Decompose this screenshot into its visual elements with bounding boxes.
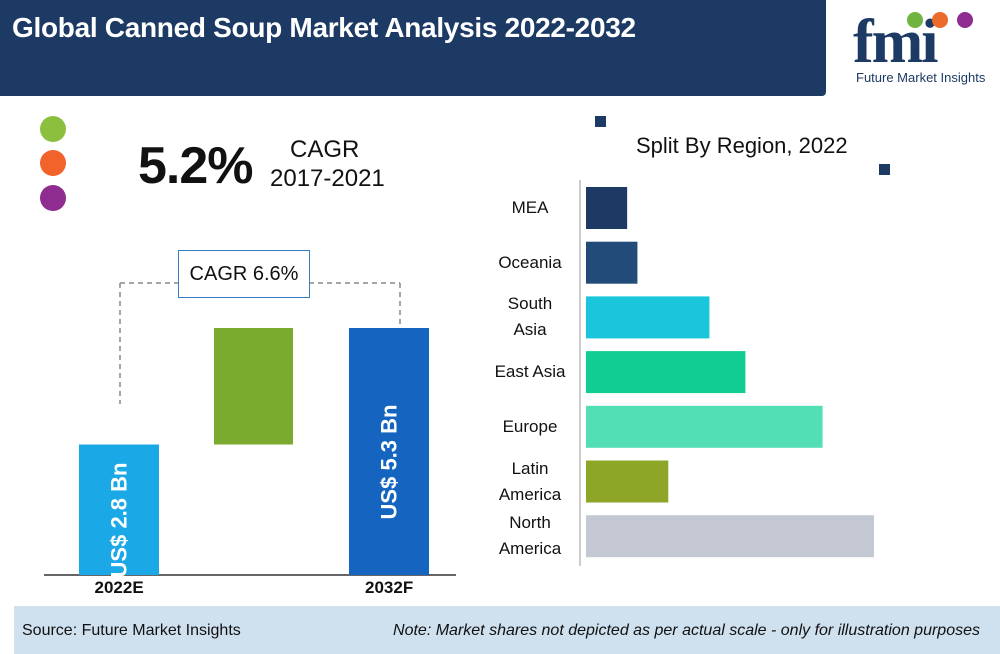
- region-label-line: MEA: [511, 198, 549, 217]
- bar-2022E: [79, 444, 159, 575]
- region-label-line: Asia: [513, 320, 547, 340]
- region-split-chart: [579, 116, 890, 566]
- region-label-line: East Asia: [494, 362, 566, 382]
- region-chart-title: Split By Region, 2022: [636, 133, 848, 158]
- note-text: Note: Market shares not depicted as per …: [393, 622, 980, 639]
- cagr-label: CAGR: [290, 136, 360, 163]
- region-label-line: Latin: [511, 458, 549, 478]
- growth-increment-bar: [214, 328, 293, 445]
- region-label: North America: [490, 510, 570, 562]
- marker-square: [595, 116, 606, 127]
- year-label: 2032F: [365, 578, 414, 597]
- marker-square: [879, 164, 890, 175]
- region-label: Oceania: [490, 250, 570, 276]
- logo-dot-orange: [932, 12, 948, 28]
- cagr-growth-box: CAGR 6.6%: [178, 250, 310, 298]
- region-label: Latin America: [490, 456, 570, 508]
- year-label: 2022E: [94, 578, 144, 597]
- cagr-period: 2017-2021: [270, 165, 385, 192]
- source-text: Source: Future Market Insights: [22, 622, 241, 639]
- region-label: MEA: [490, 195, 570, 221]
- region-label-line: America: [498, 539, 562, 559]
- region-bar-latin-america: [586, 460, 669, 503]
- region-bar-north-america: [586, 515, 874, 558]
- logo-caption: Future Market Insights: [856, 70, 986, 85]
- region-label-line: America: [498, 484, 562, 504]
- cagr-value: 5.2%: [138, 137, 254, 195]
- title-band: Global Canned Soup Market Analysis 2022-…: [0, 0, 826, 96]
- page-title: Global Canned Soup Market Analysis 2022-…: [12, 12, 636, 43]
- logo-dot-purple: [957, 12, 973, 28]
- footer: Source: Future Market Insights Note: Mar…: [14, 606, 1000, 654]
- region-bar-mea: [586, 187, 628, 229]
- region-bar-south-asia: [586, 296, 710, 339]
- region-bar-oceania: [586, 241, 638, 284]
- legend-dot-orange: [40, 150, 66, 176]
- region-label-line: North: [509, 513, 551, 533]
- region-bar-east-asia: [586, 351, 746, 394]
- region-label-line: Oceania: [498, 252, 562, 272]
- logo-dot-green: [907, 12, 923, 28]
- fmi-logo: fmi: [853, 8, 973, 76]
- legend-dot-green: [40, 116, 66, 142]
- region-label-line: South: [507, 294, 553, 314]
- logo-wordmark: fmi: [853, 8, 938, 76]
- header: Global Canned Soup Market Analysis 2022-…: [0, 0, 1000, 96]
- region-label-line: Europe: [502, 416, 558, 436]
- bar-2032F: [349, 328, 429, 575]
- region-label: Europe: [490, 414, 570, 440]
- region-label: South Asia: [490, 291, 570, 343]
- region-bar-europe: [586, 405, 823, 448]
- legend-dot-purple: [40, 185, 66, 211]
- region-label: East Asia: [490, 359, 570, 385]
